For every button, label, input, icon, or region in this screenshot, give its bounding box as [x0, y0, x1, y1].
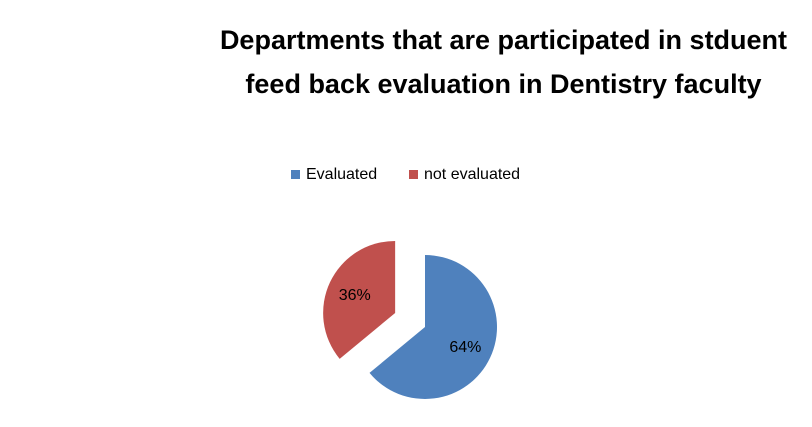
chart-title: Departments that are participated in std… — [219, 25, 788, 99]
pie-slice — [323, 240, 396, 359]
legend-swatch — [409, 170, 418, 179]
legend-label: Evaluated — [306, 166, 377, 183]
data-label: 64% — [449, 339, 481, 356]
data-label: 36% — [339, 287, 371, 304]
pie-slice — [369, 255, 497, 399]
legend-label: not evaluated — [424, 166, 520, 183]
legend-swatch — [291, 170, 300, 179]
